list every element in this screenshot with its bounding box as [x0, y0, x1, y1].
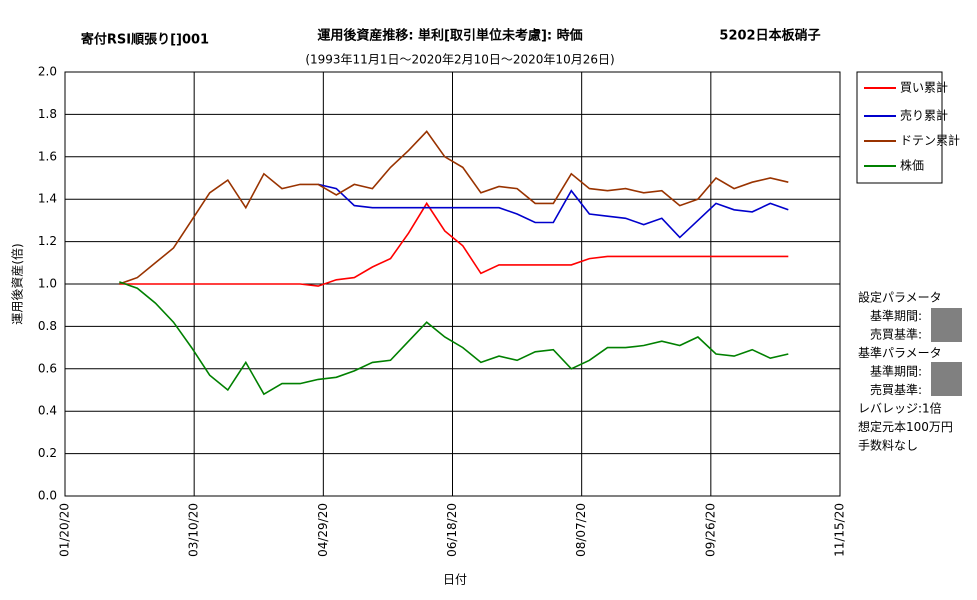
legend-label: 売り累計 [900, 108, 948, 123]
x-tick-label: 06/18/20 [445, 503, 459, 557]
annotation: 想定元本100万円 [858, 419, 953, 434]
series-line [318, 183, 789, 239]
legend-label: 買い累計 [900, 80, 948, 95]
x-axis-label: 日付 [443, 573, 467, 587]
y-tick-label: 1.0 [38, 277, 57, 291]
x-tick-label: 03/10/20 [187, 503, 201, 557]
x-tick-label: 11/15/20 [833, 503, 847, 557]
y-tick-label: 0.2 [38, 446, 57, 460]
x-tick-label: 09/26/20 [703, 503, 717, 557]
strategy-name: 寄付RSI順張り[]001 [81, 32, 209, 48]
hidden-value [931, 308, 962, 342]
y-tick-label: 1.4 [38, 192, 57, 206]
hidden-value [931, 362, 962, 396]
y-tick-label: 1.2 [38, 234, 57, 248]
series-line [119, 201, 789, 287]
annotation: レバレッジ:1倍 [858, 401, 942, 416]
y-tick-label: 0.4 [38, 404, 57, 418]
x-tick-label: 01/20/20 [58, 503, 72, 557]
y-tick-label: 0.8 [38, 319, 57, 333]
stock-name: 5202日本板硝子 [719, 28, 820, 44]
annotation: 設定パラメータ [858, 290, 942, 305]
x-tick-label: 04/29/20 [316, 503, 330, 557]
y-axis-label: 運用後資産(倍) [10, 243, 25, 324]
y-tick-label: 1.8 [38, 107, 57, 121]
y-tick-label: 0.0 [38, 489, 57, 503]
legend-label: ドテン累計 [900, 133, 960, 148]
chart-title: 運用後資産推移: 単利[取引単位未考慮]: 時価 [317, 28, 582, 44]
chart-subtitle: (1993年11月1日～2020年2月10日～2020年10月26日) [305, 53, 614, 67]
legend-box [856, 71, 943, 184]
y-tick-label: 2.0 [38, 65, 57, 79]
y-tick-label: 0.6 [38, 361, 57, 375]
series-line [119, 281, 789, 396]
plot-border [64, 71, 841, 497]
y-tick-label: 1.6 [38, 149, 57, 163]
annotation: 基準期間: [870, 308, 922, 323]
legend-label: 株価 [900, 158, 924, 173]
x-tick-label: 08/07/20 [574, 503, 588, 557]
series-line [119, 130, 789, 285]
annotation: 手数料なし [858, 438, 918, 453]
annotation: 売買基準: [870, 382, 922, 397]
annotation: 基準期間: [870, 364, 922, 379]
annotation: 売買基準: [870, 327, 922, 342]
annotation: 基準パラメータ [858, 345, 942, 360]
